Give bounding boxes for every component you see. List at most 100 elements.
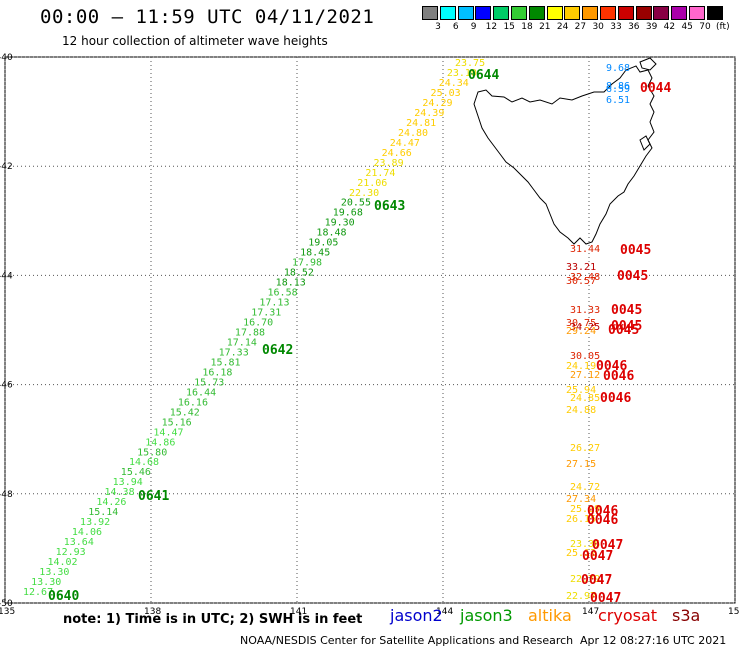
swh-value: 19.05 (308, 238, 338, 249)
swh-value: 18.13 (276, 278, 306, 289)
colorbar-tick-label: 3 (435, 22, 441, 32)
map-title: 00:00 – 11:59 UTC 04/11/2021 (40, 6, 375, 28)
swh-value: 23.75 (455, 58, 485, 69)
swh-value: 25.03 (431, 88, 461, 99)
colorbar-tick-label: 9 (470, 22, 477, 32)
track-time-label: 0045 (611, 319, 642, 334)
colorbar-tick-label: 6 (452, 22, 459, 32)
swh-value: 24.72 (570, 482, 600, 493)
swh-value: 34.25 (570, 322, 600, 333)
swh-value: 14.86 (145, 437, 175, 448)
satellite-legend-item: altika (528, 606, 572, 625)
swh-value: 15.16 (162, 417, 192, 428)
swh-value: 24.47 (390, 138, 420, 149)
track-time-label: 0046 (600, 391, 631, 406)
swh-value: 31.33 (570, 305, 600, 316)
colorbar-tick-label: 18 (521, 22, 533, 32)
swh-value: 17.88 (235, 327, 265, 338)
x-tick-label: 141 (290, 607, 307, 617)
swh-value: 24.80 (398, 128, 428, 139)
swh-value: 22.79 (570, 574, 600, 585)
swh-value: 9.68 (606, 63, 630, 74)
swh-value: 24.34 (439, 78, 469, 89)
swh-value: 14.47 (153, 427, 183, 438)
x-tick-label: 135 (0, 607, 15, 617)
track-time-label: 0046 (603, 369, 634, 384)
island-north (639, 57, 657, 71)
swh-value: 24.29 (422, 98, 452, 109)
swh-value: 21.74 (365, 168, 395, 179)
colorbar-swatch (600, 6, 616, 20)
swh-value: 18.45 (300, 248, 330, 259)
colorbar-swatch (671, 6, 688, 20)
swh-value: 13.94 (113, 477, 143, 488)
swh-value: 23.36 (570, 539, 600, 550)
swh-value: 25.12 (566, 548, 596, 559)
swh-value: 18.48 (316, 228, 346, 239)
y-tick-label: -46 (0, 381, 13, 391)
track-time-label: 0046 (587, 504, 618, 519)
colorbar-swatch (582, 6, 599, 20)
swh-value: 25.09 (570, 504, 600, 515)
swh-value: 8.86 (606, 81, 630, 92)
colorbar-swatch (457, 6, 474, 20)
tasmania-coastline (473, 65, 655, 245)
map-subtitle: 12 hour collection of altimeter wave hei… (62, 34, 328, 48)
track-time-label: 0641 (138, 489, 169, 504)
colorbar-tick-label: 70 (699, 22, 711, 32)
colorbar-swatch (439, 6, 456, 20)
swh-value: 22.97 (566, 591, 596, 602)
colorbar-swatch (422, 6, 438, 20)
swh-value: 22.30 (349, 188, 379, 199)
track-time-label: 0045 (617, 269, 648, 284)
colorbar-swatch (617, 6, 634, 20)
swh-value: 15.14 (88, 507, 118, 518)
swh-value: 15.46 (121, 467, 151, 478)
colorbar-tick-label: 33 (610, 22, 622, 32)
swh-value: 23.89 (373, 158, 403, 169)
colorbar-tick-label: 27 (574, 22, 587, 32)
satellite-legend-item: s3a (672, 606, 701, 625)
colorbar-swatch (546, 6, 563, 20)
swh-value: 21.06 (357, 178, 387, 189)
colorbar-swatch (653, 6, 670, 20)
swh-value: 13.30 (31, 577, 61, 588)
swh-value: 14.68 (129, 457, 159, 468)
colorbar-tick-label: 36 (628, 22, 640, 32)
island-east (639, 135, 651, 151)
swh-value: 17.33 (219, 347, 249, 358)
swh-value: 16.44 (186, 387, 216, 398)
swh-value: 24.19 (566, 361, 596, 372)
colorbar-swatch (706, 6, 723, 20)
swh-value: 30.05 (570, 351, 600, 362)
swh-value: 14.38 (105, 487, 135, 498)
colorbar-tick-label: 21 (539, 22, 551, 32)
colorbar-tick-label: 45 (681, 22, 693, 32)
track-time-label: 0047 (581, 573, 612, 588)
colorbar-tick-label: 15 (503, 22, 515, 32)
swh-value: 33.21 (566, 262, 596, 273)
swh-value: 24.66 (382, 148, 412, 159)
swh-value: 16.70 (243, 318, 273, 329)
swh-value: 17.13 (259, 298, 289, 309)
swh-value: 17.14 (227, 337, 257, 348)
x-tick-label: 150 (728, 607, 740, 617)
swh-value: 19.30 (325, 218, 355, 229)
swh-value: 25.94 (566, 385, 596, 396)
swh-value: 31.44 (570, 244, 600, 255)
swh-value: 13.92 (80, 517, 110, 528)
swh-value: 12.93 (56, 547, 86, 558)
swh-value: 16.18 (202, 367, 232, 378)
y-tick-label: -40 (0, 53, 13, 63)
track-time-label: 0047 (582, 549, 613, 564)
x-tick-label: 138 (144, 607, 161, 617)
x-tick-label: 147 (582, 607, 599, 617)
swh-value: 16.58 (268, 288, 298, 299)
swh-value: 12.67 (23, 587, 53, 598)
swh-value: 17.98 (292, 258, 322, 269)
track-time-label: 0046 (596, 359, 627, 374)
swh-value: 32.48 (570, 272, 600, 283)
swh-value: 26.27 (570, 443, 600, 454)
satellite-legend-item: cryosat (598, 606, 658, 625)
track-time-label: 0642 (262, 343, 293, 358)
